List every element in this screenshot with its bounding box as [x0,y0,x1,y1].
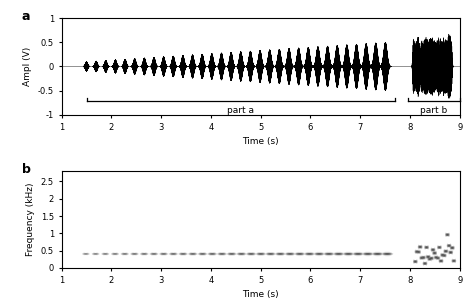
Y-axis label: Ampl (V): Ampl (V) [23,47,32,86]
X-axis label: Time (s): Time (s) [242,137,279,146]
Text: part a: part a [228,106,254,115]
Text: a: a [22,10,30,23]
X-axis label: Time (s): Time (s) [242,290,279,299]
Text: b: b [22,163,31,176]
Y-axis label: Frequency (kHz): Frequency (kHz) [26,183,35,256]
Text: part b: part b [420,106,447,115]
